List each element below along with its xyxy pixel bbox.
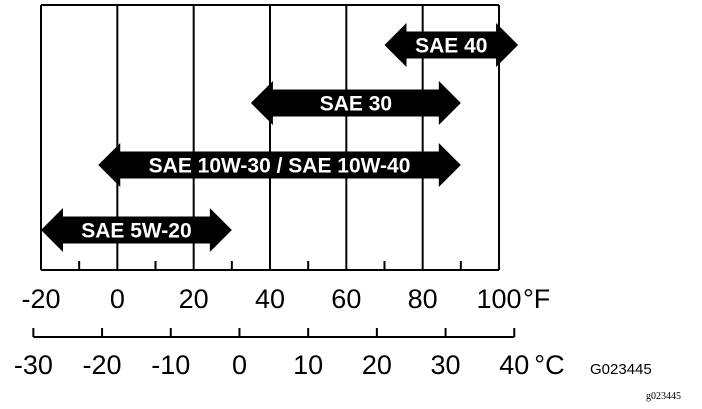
celsius-tick-label: 30 bbox=[431, 350, 461, 380]
celsius-unit-label: °C bbox=[534, 350, 564, 380]
fahrenheit-tick-label: 0 bbox=[110, 284, 125, 314]
celsius-tick-label: -20 bbox=[83, 350, 122, 380]
fahrenheit-tick-label: 80 bbox=[408, 284, 438, 314]
celsius-tick-label: 20 bbox=[362, 350, 392, 380]
celsius-tick-label: 40 bbox=[499, 350, 529, 380]
grade-arrow bbox=[384, 23, 519, 67]
grade-bars: SAE 40 SAE 30 SAE 10W-30 / SAE 10W-40 SAE 5… bbox=[41, 23, 519, 252]
celsius-scale: -30 -20 -10 0 10 20 30 40 °C bbox=[14, 328, 565, 380]
figure-code: G023445 bbox=[590, 361, 652, 378]
fahrenheit-scale: -20 0 20 40 60 80 100 °F bbox=[21, 284, 550, 314]
fahrenheit-tick-label: 20 bbox=[179, 284, 209, 314]
grade-label: SAE 5W-20 bbox=[81, 220, 191, 243]
celsius-tick-label: 0 bbox=[232, 350, 247, 380]
grade-label: SAE 30 bbox=[320, 93, 392, 116]
grade-arrow bbox=[98, 143, 461, 187]
small-figure-code: g023445 bbox=[646, 391, 681, 402]
celsius-tick-label: -30 bbox=[14, 350, 53, 380]
fahrenheit-tick-label: 40 bbox=[255, 284, 285, 314]
fahrenheit-tick-label: 100 bbox=[476, 284, 521, 314]
grade-label: SAE 40 bbox=[415, 35, 487, 58]
fahrenheit-unit-label: °F bbox=[523, 284, 550, 314]
fahrenheit-tick-label: 60 bbox=[331, 284, 361, 314]
grade-arrow bbox=[250, 81, 461, 125]
celsius-tick-label: 10 bbox=[293, 350, 323, 380]
fahrenheit-tick-label: -20 bbox=[21, 284, 60, 314]
grade-arrow bbox=[41, 208, 232, 252]
grade-label: SAE 10W-30 / SAE 10W-40 bbox=[149, 155, 411, 178]
celsius-tick-label: -10 bbox=[151, 350, 190, 380]
